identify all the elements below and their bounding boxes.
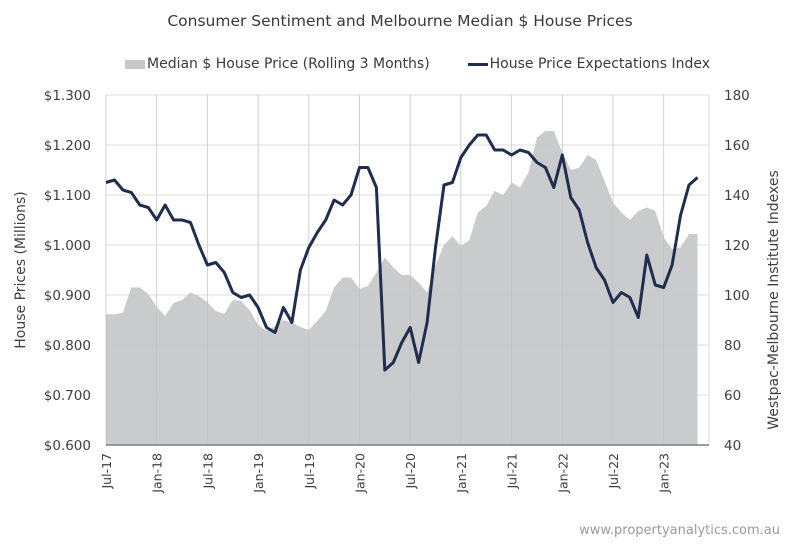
y-right-tick-label: 140 — [724, 188, 750, 204]
legend-item-price: Median $ House Price (Rolling 3 Months) — [125, 56, 430, 72]
x-tick-label: Jan-19 — [251, 453, 266, 494]
y-right-tick-label: 60 — [724, 388, 741, 404]
chart-title: Consumer Sentiment and Melbourne Median … — [167, 12, 633, 30]
legend-item-index: House Price Expectations Index — [467, 56, 711, 72]
x-tick-label: Jul-19 — [302, 453, 317, 490]
legend-label-price: Median $ House Price (Rolling 3 Months) — [147, 56, 430, 72]
y-right-tick-label: 100 — [724, 288, 750, 304]
y-left-tick-label: $0.600 — [44, 438, 91, 454]
x-tick-label: Jul-17 — [99, 453, 114, 490]
x-tick-label: Jul-22 — [606, 453, 621, 490]
y-right-tick-label: 180 — [724, 88, 750, 104]
watermark: www.propertyanalytics.com.au — [579, 523, 780, 538]
y-right-tick-label: 40 — [724, 438, 741, 454]
index-line — [105, 133, 699, 372]
y-left-axis-title: House Prices (Millions) — [13, 191, 29, 349]
legend: Median $ House Price (Rolling 3 Months) … — [125, 56, 748, 72]
price-area — [106, 131, 698, 445]
x-tick-label: Jan-23 — [657, 453, 672, 494]
y-left-tick-label: $0.700 — [44, 388, 91, 404]
y-left-tick-label: $0.800 — [44, 338, 91, 354]
y-left-tick-label: $1.100 — [44, 188, 91, 204]
y-right-tick-label: 80 — [724, 338, 741, 354]
legend-label-index: House Price Expectations Index — [489, 56, 711, 72]
y-left-tick-label: $1.000 — [44, 238, 91, 254]
x-tick-label: Jan-20 — [353, 453, 368, 494]
x-tick-label: Jan-21 — [454, 453, 469, 494]
y-right-axis-title: Westpac-Melbourne Institute Indexes — [766, 170, 782, 430]
legend-swatch-line — [467, 62, 488, 66]
y-left-tick-label: $1.300 — [44, 88, 91, 104]
x-tick-label: Jan-22 — [555, 453, 570, 494]
x-tick-label: Jul-21 — [505, 453, 520, 490]
y-left-tick-label: $0.900 — [44, 288, 91, 304]
y-right-tick-label: 120 — [724, 238, 750, 254]
x-tick-label: Jan-18 — [150, 453, 165, 494]
y-right-tick-label: 160 — [724, 138, 750, 154]
y-left-tick-label: $1.200 — [44, 138, 91, 154]
x-tick-label: Jul-18 — [200, 453, 215, 490]
x-tick-label: Jul-20 — [403, 453, 418, 490]
legend-swatch-area — [125, 59, 145, 69]
